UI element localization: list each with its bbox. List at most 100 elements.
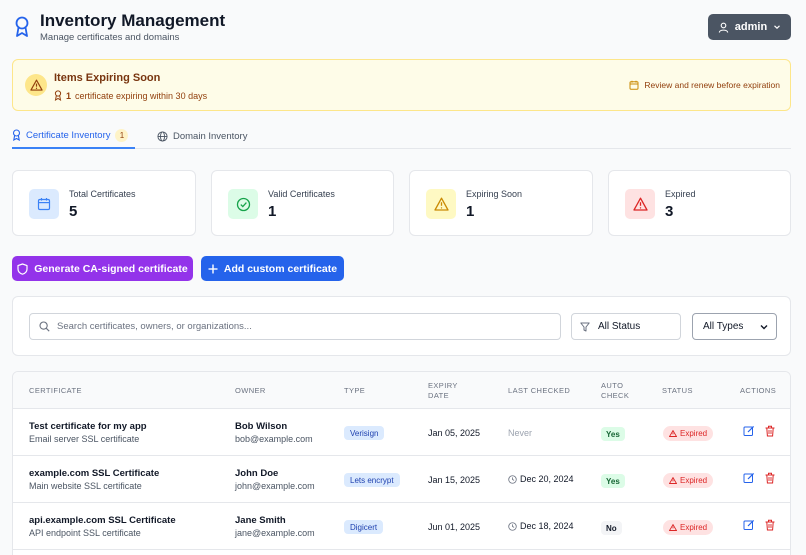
stat-value: 1 [268, 203, 277, 220]
column-owner: Owner [235, 386, 266, 395]
auto-check-badge: Yes [601, 427, 625, 441]
type-filter-value: All Types [703, 321, 744, 332]
status-badge: Expired [663, 520, 714, 535]
user-icon [718, 22, 728, 33]
column-expiry-line1: Expiry [428, 381, 458, 390]
alert-triangle-icon [669, 524, 677, 531]
stat-icon-wrap [426, 189, 456, 219]
column-status: Status [662, 386, 693, 395]
column-auto-line2: Check [601, 391, 630, 400]
column-type: Type [344, 386, 366, 395]
certificate-subtitle: API endpoint SSL certificate [29, 528, 141, 538]
stat-label: Expired [665, 189, 696, 199]
edit-icon[interactable] [743, 425, 755, 437]
certificate-title: Test certificate for my app [29, 421, 147, 432]
owner-email: jane@example.com [235, 528, 315, 538]
globe-icon [157, 130, 168, 142]
filter-bar: All Status All Types [12, 296, 791, 356]
alert-count: 1 [66, 90, 72, 101]
expiring-alert: Items Expiring Soon 1 certificate expiri… [12, 59, 791, 111]
warning-icon [433, 197, 449, 211]
stat-valid-certificates: Valid Certificates 1 [211, 170, 394, 236]
owner-email: john@example.com [235, 481, 315, 491]
user-menu-label: admin [734, 21, 768, 33]
page-subtitle: Manage certificates and domains [40, 32, 180, 43]
owner-email: bob@example.com [235, 434, 313, 444]
owner-name: Bob Wilson [235, 421, 288, 432]
certificate-title: api.example.com SSL Certificate [29, 515, 176, 526]
last-checked-date: Dec 18, 2024 [520, 521, 574, 531]
stat-value: 5 [69, 203, 78, 220]
column-expiry-line2: Date [428, 391, 450, 400]
tab-certificate-inventory[interactable]: Certificate Inventory 1 [12, 123, 135, 149]
stat-total-certificates: Total Certificates 5 [12, 170, 196, 236]
status-filter-value: All Status [598, 321, 641, 332]
certificate-table: Certificate Owner Type Expiry Date Last … [12, 371, 791, 555]
type-filter-select[interactable]: All Types [692, 313, 777, 340]
add-custom-certificate-button[interactable]: Add custom certificate [201, 256, 344, 281]
certificate-title: example.com SSL Certificate [29, 468, 160, 479]
last-checked-date: Dec 20, 2024 [520, 474, 574, 484]
search-icon [39, 321, 50, 332]
filter-icon [580, 322, 590, 331]
award-icon [54, 90, 62, 101]
award-icon [12, 129, 21, 141]
last-checked: Never [508, 428, 533, 438]
owner-name: Jane Smith [235, 515, 286, 526]
status-text: Expired [680, 523, 708, 532]
auto-check-badge: No [601, 521, 622, 535]
status-filter[interactable]: All Status [571, 313, 681, 340]
trash-icon[interactable] [764, 425, 776, 437]
alert-message: 1 certificate expiring within 30 days [54, 90, 207, 101]
tab-certificate-label: Certificate Inventory [26, 129, 111, 141]
tab-domain-label: Domain Inventory [173, 130, 248, 142]
chevron-down-icon [760, 324, 768, 329]
edit-icon[interactable] [743, 519, 755, 531]
alert-triangle-icon [632, 197, 648, 211]
search-input[interactable] [57, 321, 537, 332]
status-badge: Expired [663, 473, 714, 488]
status-badge: Expired [663, 426, 714, 441]
tab-domain-inventory[interactable]: Domain Inventory [157, 123, 247, 149]
clock-icon [508, 521, 517, 531]
table-row[interactable]: Test certificate for my app Email server… [13, 409, 790, 456]
tab-count-badge: 1 [115, 128, 129, 142]
trash-icon[interactable] [764, 519, 776, 531]
edit-icon[interactable] [743, 472, 755, 484]
stat-icon-wrap [29, 189, 59, 219]
column-auto-check: Auto Check [601, 381, 629, 401]
stat-icon-wrap [625, 189, 655, 219]
stat-expiring-soon: Expiring Soon 1 [409, 170, 593, 236]
generate-ca-label: Generate CA-signed certificate [34, 262, 188, 275]
owner-name: John Doe [235, 468, 279, 479]
certificate-subtitle: Main website SSL certificate [29, 481, 142, 491]
last-checked: Dec 18, 2024 [508, 521, 574, 531]
column-actions: Actions [740, 386, 777, 395]
add-custom-label: Add custom certificate [223, 262, 338, 275]
alert-triangle-icon [669, 430, 677, 437]
table-row[interactable]: example.com SSL Certificate Main website… [13, 456, 790, 503]
expiry-date: Jan 05, 2025 [428, 428, 481, 438]
column-certificate: Certificate [29, 386, 82, 395]
type-badge: Verisign [344, 426, 385, 440]
shield-icon [17, 262, 28, 275]
column-last-checked: Last Checked [508, 386, 571, 395]
table-row[interactable]: api.example.com SSL Certificate API endp… [13, 503, 790, 550]
expiry-date: Jan 15, 2025 [428, 475, 481, 485]
review-renew-link[interactable]: Review and renew before expiration [629, 80, 780, 90]
alert-triangle-icon [669, 477, 677, 484]
stat-icon-wrap [228, 189, 258, 219]
inventory-tabs: Certificate Inventory 1 Domain Inventory [12, 123, 791, 149]
user-menu-button[interactable]: admin [708, 14, 791, 40]
table-header: Certificate Owner Type Expiry Date Last … [13, 372, 790, 409]
calendar-icon [629, 80, 639, 90]
last-checked: Dec 20, 2024 [508, 474, 574, 484]
stat-label: Expiring Soon [466, 189, 523, 199]
trash-icon[interactable] [764, 472, 776, 484]
award-ribbon-icon [15, 16, 29, 37]
generate-ca-certificate-button[interactable]: Generate CA-signed certificate [12, 256, 193, 281]
clock-icon [508, 474, 517, 484]
page-title: Inventory Management [40, 11, 226, 30]
search-box [29, 313, 561, 340]
calendar-icon [37, 198, 51, 211]
